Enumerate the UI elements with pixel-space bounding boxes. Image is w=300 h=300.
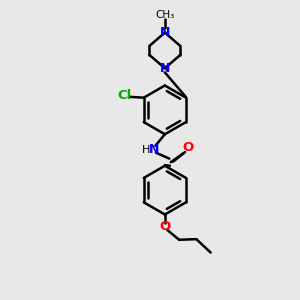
Text: N: N	[160, 62, 170, 75]
Text: N: N	[160, 26, 170, 39]
Text: O: O	[182, 141, 194, 154]
Text: O: O	[159, 220, 170, 233]
Text: CH₃: CH₃	[155, 10, 175, 20]
Text: H: H	[142, 145, 150, 155]
Text: N: N	[149, 143, 159, 156]
Text: Cl: Cl	[117, 89, 131, 102]
